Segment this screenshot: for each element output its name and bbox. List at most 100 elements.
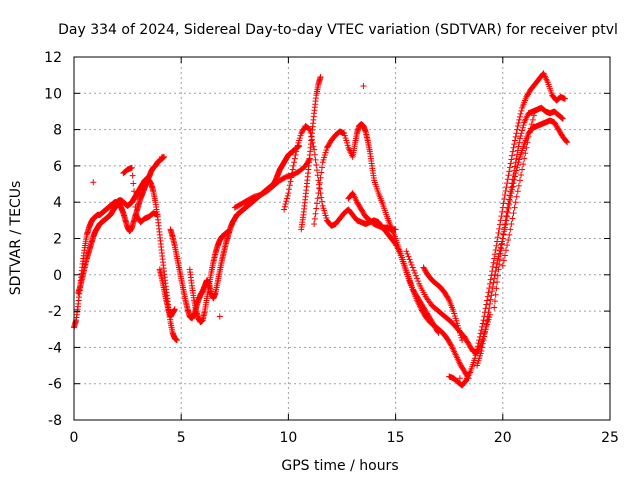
data-point <box>491 298 498 305</box>
data-point <box>522 150 529 157</box>
data-point <box>484 297 491 304</box>
data-point <box>489 263 496 270</box>
data-point <box>289 166 296 173</box>
data-point <box>498 213 505 220</box>
data-point <box>313 205 320 212</box>
series-trace-b <box>75 153 168 296</box>
data-point <box>411 269 418 276</box>
data-point <box>474 346 481 353</box>
y-tick-label: 4 <box>53 195 62 211</box>
data-point <box>520 122 527 129</box>
data-point <box>473 349 480 356</box>
data-point <box>281 203 288 210</box>
data-point <box>486 300 493 307</box>
data-point <box>506 196 513 203</box>
data-point <box>408 261 415 268</box>
data-point <box>484 313 491 320</box>
data-point <box>488 292 495 299</box>
data-point <box>414 275 421 282</box>
data-point <box>558 114 565 121</box>
data-point <box>459 337 466 344</box>
data-point <box>563 138 570 145</box>
data-point <box>559 115 566 122</box>
data-point <box>500 200 507 207</box>
data-point <box>479 320 486 327</box>
data-point <box>502 217 509 224</box>
series-trace-n <box>446 70 568 389</box>
data-point <box>494 279 501 286</box>
data-point <box>292 152 299 159</box>
data-point <box>504 204 511 211</box>
data-point <box>508 184 515 191</box>
data-point <box>500 257 507 264</box>
data-point <box>504 213 511 220</box>
data-point <box>503 247 510 254</box>
series-trace-k <box>345 190 399 233</box>
data-point <box>516 139 523 146</box>
data-point <box>501 191 508 198</box>
data-point <box>293 148 300 155</box>
data-point <box>131 188 138 195</box>
data-point <box>504 176 511 183</box>
data-point <box>490 259 497 266</box>
data-point <box>316 185 323 192</box>
data-point <box>510 171 517 178</box>
data-point <box>561 95 568 102</box>
series-trace-f <box>186 228 232 325</box>
data-point <box>316 179 323 186</box>
data-point <box>516 116 523 123</box>
data-point <box>516 135 523 142</box>
data-point <box>523 144 530 151</box>
data-point <box>407 259 414 266</box>
data-point <box>495 266 502 273</box>
data-point <box>525 133 532 140</box>
data-point <box>475 340 482 347</box>
data-point <box>484 317 491 324</box>
data-point <box>496 221 503 228</box>
data-point <box>490 279 497 286</box>
data-point <box>506 231 513 238</box>
data-point <box>526 129 533 136</box>
data-point <box>524 139 531 146</box>
data-point <box>282 201 289 208</box>
series-trace-j <box>311 121 472 382</box>
data-point <box>519 166 526 173</box>
data-point <box>504 208 511 215</box>
data-point <box>171 306 178 313</box>
data-point <box>496 225 503 232</box>
data-point <box>500 230 507 237</box>
x-axis-label: GPS time / hours <box>281 458 398 474</box>
data-point <box>511 141 518 148</box>
series-trace-c <box>120 164 161 226</box>
data-point <box>493 242 500 249</box>
data-point <box>410 267 417 274</box>
data-point <box>484 293 491 300</box>
data-point <box>512 199 519 206</box>
y-tick-label: -6 <box>48 377 62 393</box>
data-point <box>481 333 488 340</box>
data-point <box>512 159 519 166</box>
data-point <box>312 156 319 163</box>
data-point <box>514 122 521 129</box>
data-point <box>314 195 321 202</box>
y-tick-label: -2 <box>48 304 62 320</box>
data-point <box>412 272 419 279</box>
data-point <box>509 215 516 222</box>
data-point <box>514 126 521 133</box>
data-point <box>318 198 325 205</box>
data-point <box>501 252 508 259</box>
data-point <box>497 250 504 257</box>
data-point <box>509 183 516 190</box>
data-point <box>517 132 524 139</box>
data-point <box>154 211 161 218</box>
data-point <box>216 313 223 320</box>
data-point <box>318 194 325 201</box>
data-point <box>486 285 493 292</box>
data-point <box>503 184 510 191</box>
x-tick-label: 10 <box>279 430 297 446</box>
y-tick-label: -4 <box>48 340 62 356</box>
data-point <box>520 161 527 168</box>
data-point <box>478 327 485 334</box>
data-point <box>518 130 525 137</box>
data-point <box>494 238 501 245</box>
